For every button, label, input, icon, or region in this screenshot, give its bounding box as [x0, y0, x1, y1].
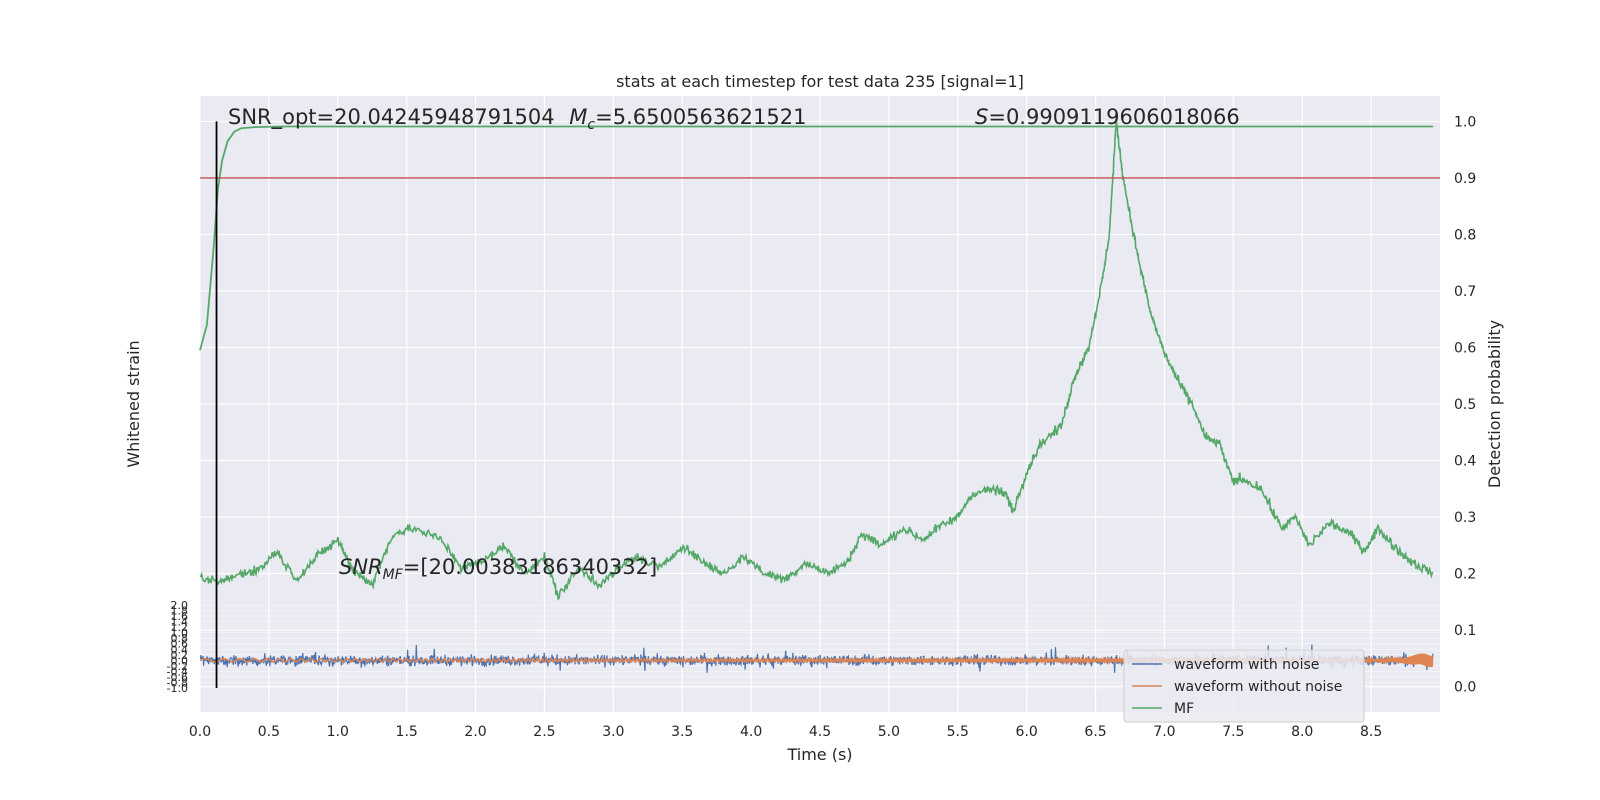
- x-tick-label-4: 2.0: [464, 724, 486, 740]
- y-right-tick-label-3: 0.3: [1454, 510, 1476, 526]
- y-left-tick-label-8: 0.6: [171, 638, 189, 651]
- y-left-axis-label: Whitened strain: [124, 340, 143, 467]
- snr-opt-annotation: SNR_opt=20.04245948791504 Mc=5.650056362…: [228, 105, 806, 133]
- x-tick-label-14: 7.0: [1153, 724, 1175, 740]
- legend-label-waveform-without-noise: waveform without noise: [1174, 679, 1342, 695]
- y-right-axis-label: Detection probability: [1485, 320, 1504, 488]
- legend: waveform with noise waveform without noi…: [1123, 649, 1365, 723]
- x-tick-label-7: 3.5: [671, 724, 693, 740]
- y-left-tick-label-10: 1.0: [171, 627, 189, 640]
- y-left-tick-label-4: -0.2: [167, 660, 188, 673]
- y-left-tick-label-12: 1.4: [171, 616, 189, 629]
- x-tick-label-3: 1.5: [396, 724, 418, 740]
- y-left-axis-ticks: -1.0-0.8-0.6-0.4-0.20.00.20.40.60.81.01.…: [167, 599, 188, 695]
- y-right-tick-label-5: 0.5: [1454, 397, 1476, 413]
- x-tick-label-12: 6.0: [1016, 724, 1038, 740]
- x-tick-label-16: 8.0: [1291, 724, 1313, 740]
- y-left-tick-label-13: 1.6: [171, 610, 189, 623]
- legend-box: [1123, 649, 1365, 723]
- chart-title: stats at each timestep for test data 235…: [616, 72, 1024, 91]
- y-left-tick-label-7: 0.4: [171, 643, 189, 656]
- y-left-tick-label-1: -0.8: [167, 676, 188, 689]
- y-left-tick-label-15: 2.0: [171, 599, 189, 612]
- y-left-tick-label-11: 1.2: [171, 621, 189, 634]
- x-tick-label-11: 5.5: [947, 724, 969, 740]
- y-right-tick-label-9: 0.9: [1454, 171, 1476, 187]
- y-right-tick-label-10: 1.0: [1454, 114, 1476, 130]
- x-tick-label-13: 6.5: [1084, 724, 1106, 740]
- y-left-tick-label-3: -0.4: [167, 665, 188, 678]
- x-tick-label-5: 2.5: [533, 724, 555, 740]
- x-tick-label-6: 3.0: [602, 724, 624, 740]
- x-tick-label-2: 1.0: [327, 724, 349, 740]
- x-tick-label-9: 4.5: [809, 724, 831, 740]
- x-tick-label-1: 0.5: [258, 724, 280, 740]
- x-axis-ticks: 0.0 0.5 1.0 1.5 2.0 2.5 3.0 3.5 4.0 4.5 5.0 5.5 6.0 6…: [189, 724, 1382, 740]
- y-right-tick-label-4: 0.4: [1454, 454, 1476, 470]
- y-right-tick-label-8: 0.8: [1454, 227, 1476, 243]
- y-right-tick-label-0: 0.0: [1454, 680, 1476, 696]
- y-left-tick-label-2: -0.6: [167, 671, 188, 684]
- y-right-tick-label-6: 0.6: [1454, 340, 1476, 356]
- y-left-tick-label-0: -1.0: [167, 682, 188, 695]
- y-right-tick-label-1: 0.1: [1454, 623, 1476, 639]
- legend-label-mf: MF: [1174, 701, 1194, 717]
- y-left-tick-label-14: 1.8: [171, 605, 189, 618]
- x-tick-label-10: 5.0: [878, 724, 900, 740]
- x-tick-label-17: 8.5: [1360, 724, 1382, 740]
- x-tick-label-8: 4.0: [740, 724, 762, 740]
- s-annotation: S=0.9909119606018066: [975, 105, 1240, 129]
- series-detection-probability: [199, 117, 1434, 601]
- y-left-tick-label-5: 0.0: [171, 654, 189, 667]
- x-tick-label-0: 0.0: [189, 724, 211, 740]
- y-left-tick-label-6: 0.2: [171, 649, 189, 662]
- x-axis-label: Time (s): [786, 745, 852, 764]
- y-right-tick-label-2: 0.2: [1454, 567, 1476, 583]
- y-right-axis-ticks: 0.0 0.1 0.2 0.3 0.4 0.5 0.6 0.7 0.8 0.9 1.0: [1454, 114, 1476, 695]
- legend-label-waveform-with-noise: waveform with noise: [1174, 657, 1319, 673]
- y-right-tick-label-7: 0.7: [1454, 284, 1476, 300]
- snr-mf-annotation: SNRMF=[20.00383186340332]: [339, 555, 657, 583]
- y-left-tick-label-9: 0.8: [171, 632, 189, 645]
- x-tick-label-15: 7.5: [1222, 724, 1244, 740]
